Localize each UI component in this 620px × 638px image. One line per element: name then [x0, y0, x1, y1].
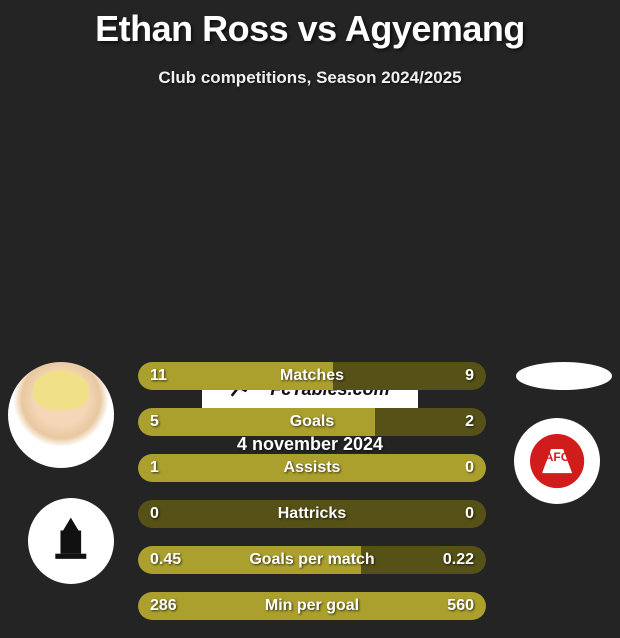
stat-value-right: 9 [465, 362, 474, 390]
stat-label: Goals per match [138, 546, 486, 574]
stat-row-goals-per-match: 0.45 Goals per match 0.22 [138, 546, 486, 574]
player-right-avatar [516, 362, 612, 390]
stat-label: Hattricks [138, 500, 486, 528]
stat-row-matches: 11 Matches 9 [138, 362, 486, 390]
club-left-crest [28, 498, 114, 584]
stat-label: Assists [138, 454, 486, 482]
stat-value-right: 0.22 [443, 546, 474, 574]
falkirk-crest-icon [45, 515, 97, 567]
stat-row-hattricks: 0 Hattricks 0 [138, 500, 486, 528]
stat-label: Goals [138, 408, 486, 436]
player-left-avatar [8, 362, 114, 468]
stat-value-right: 0 [465, 454, 474, 482]
stat-value-right: 0 [465, 500, 474, 528]
airdrieonians-crest-icon: AFC [527, 431, 587, 491]
stat-row-goals: 5 Goals 2 [138, 408, 486, 436]
stat-row-assists: 1 Assists 0 [138, 454, 486, 482]
svg-text:AFC: AFC [545, 450, 570, 464]
comparison-area: AFC 11 Matches 9 5 Goals 2 1 Assists 0 0… [0, 362, 620, 455]
stat-bars: 11 Matches 9 5 Goals 2 1 Assists 0 0 Hat… [138, 362, 486, 638]
stat-value-right: 2 [465, 408, 474, 436]
stat-label: Min per goal [138, 592, 486, 620]
stat-value-right: 560 [447, 592, 474, 620]
page-title: Ethan Ross vs Agyemang [0, 0, 620, 50]
subtitle: Club competitions, Season 2024/2025 [0, 68, 620, 88]
stat-label: Matches [138, 362, 486, 390]
stat-row-min-per-goal: 286 Min per goal 560 [138, 592, 486, 620]
club-right-crest: AFC [514, 418, 600, 504]
